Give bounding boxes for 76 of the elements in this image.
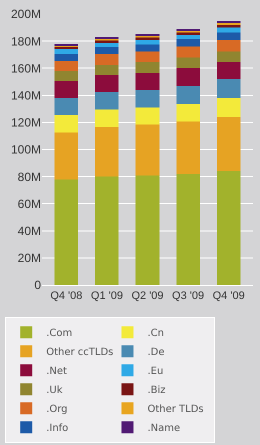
y-tick-label: 0 <box>34 278 42 292</box>
bar <box>176 104 200 122</box>
y-tick-label: 180M <box>10 34 41 48</box>
bar <box>54 132 78 180</box>
bar <box>136 44 160 52</box>
bar <box>136 51 160 62</box>
bar <box>216 116 240 172</box>
bar <box>216 24 240 28</box>
x-tick-label: Q2 '09 <box>131 290 164 302</box>
bar <box>176 32 200 35</box>
bar <box>95 74 119 92</box>
y-tick-label: 100M <box>10 142 41 157</box>
bar <box>176 35 200 40</box>
bar <box>176 46 200 58</box>
bar <box>54 60 78 71</box>
bar <box>176 68 200 86</box>
bar <box>136 175 160 285</box>
y-tick-label: 200M <box>10 7 41 22</box>
bar <box>95 43 119 48</box>
bar <box>54 114 78 133</box>
legend-label: Other ccTLDs <box>46 347 114 358</box>
legend-label: .Net <box>46 366 68 378</box>
legend-label: .Uk <box>46 385 63 396</box>
bar <box>216 62 240 80</box>
bar <box>95 54 119 65</box>
legend-label: .Name <box>147 423 180 434</box>
bar <box>216 32 240 40</box>
y-tick-label: 40M <box>18 224 42 238</box>
x-tick-label: Q4 '09 <box>212 290 245 302</box>
bar <box>54 49 78 54</box>
legend-label: Other TLDs <box>147 404 204 416</box>
bar <box>95 92 119 110</box>
y-tick-label: 160M <box>10 61 41 76</box>
y-tick-label: 140M <box>10 88 41 102</box>
bar <box>136 108 160 124</box>
y-tick-label: 20M <box>18 251 42 266</box>
bar <box>54 179 78 285</box>
bar <box>216 171 240 285</box>
bar <box>216 40 240 52</box>
bar <box>136 90 160 108</box>
bar <box>95 110 119 128</box>
bar <box>136 72 160 90</box>
bar <box>95 176 119 285</box>
legend-label: .Info <box>46 423 68 434</box>
x-tick-label: Q3 '09 <box>172 290 204 302</box>
bar <box>54 70 78 82</box>
bar <box>176 86 200 104</box>
bar <box>216 79 240 98</box>
bar <box>136 124 160 176</box>
bar <box>95 127 119 177</box>
bar <box>216 98 240 117</box>
bar <box>54 98 78 115</box>
bar <box>136 62 160 73</box>
bar <box>54 81 78 98</box>
bar <box>95 40 119 44</box>
bar <box>54 54 78 61</box>
y-tick-label: 80M <box>18 170 42 184</box>
legend-label: .Eu <box>147 366 164 378</box>
bar <box>176 39 200 47</box>
y-tick-label: 120M <box>10 116 41 130</box>
legend-label: .Com <box>46 328 72 340</box>
bar <box>176 174 200 285</box>
legend-label: .Org <box>46 404 68 416</box>
bar <box>216 28 240 32</box>
y-tick-label: 60M <box>18 196 42 211</box>
bar <box>136 40 160 44</box>
x-tick-label: Q4 '08 <box>50 290 82 302</box>
legend-label: .Biz <box>147 385 166 396</box>
x-tick-label: Q1 '09 <box>90 290 123 302</box>
bar <box>176 57 200 68</box>
bar <box>95 47 119 54</box>
bar <box>95 64 119 75</box>
bar <box>176 122 200 174</box>
legend-label: .De <box>147 347 165 358</box>
bar <box>216 51 240 62</box>
legend-label: .Cn <box>147 328 164 340</box>
